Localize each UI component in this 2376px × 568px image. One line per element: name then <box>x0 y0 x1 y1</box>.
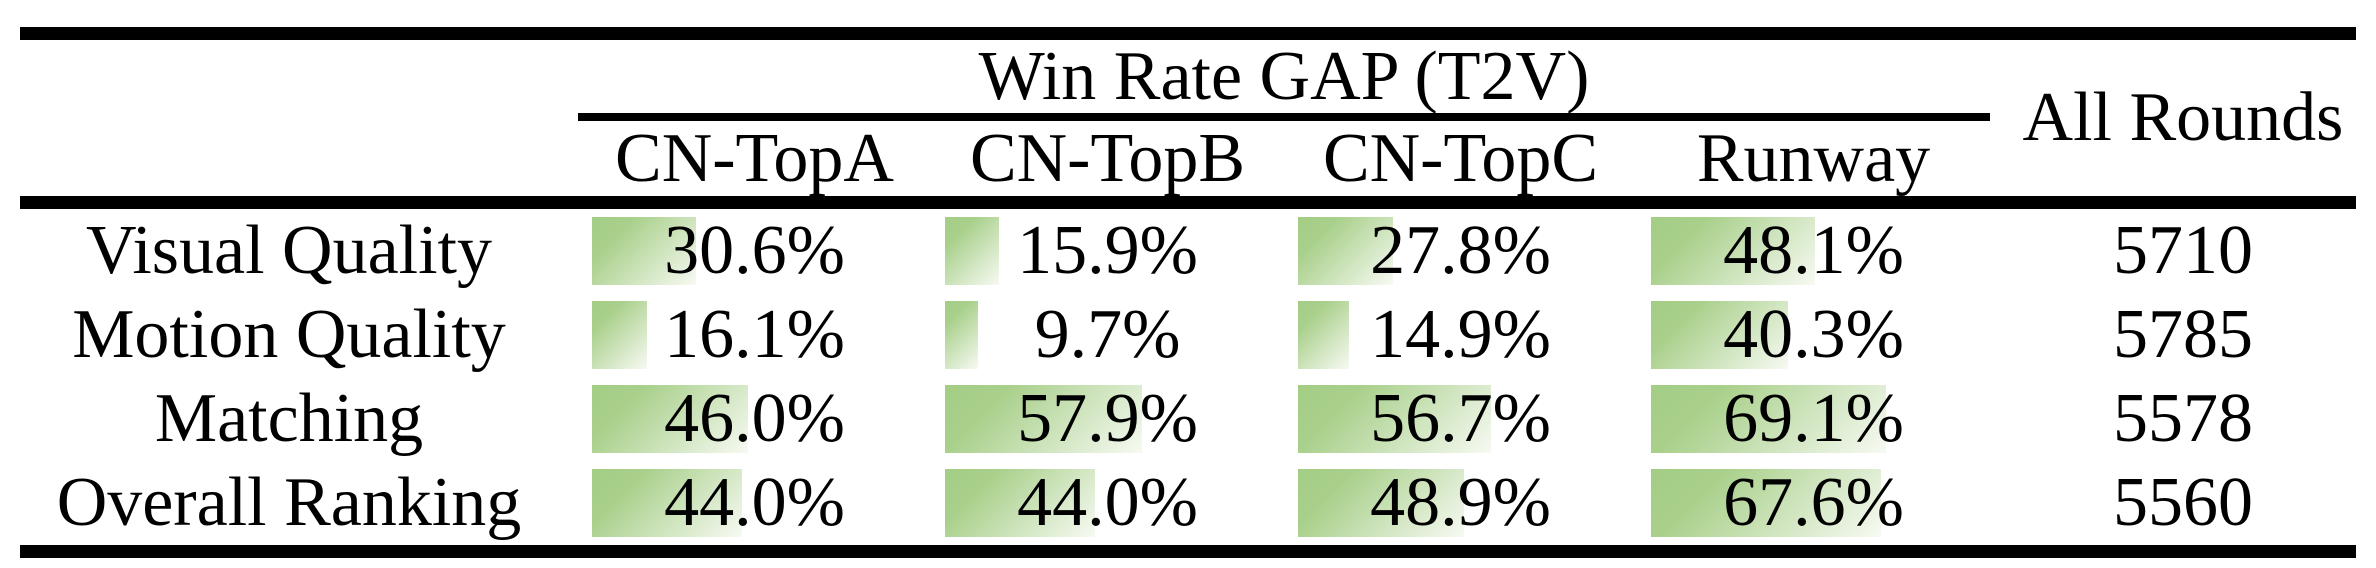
win-rate-bar <box>592 385 749 453</box>
column-header: CN-TopA <box>615 119 894 197</box>
all-rounds-value: 5785 <box>2113 296 2253 373</box>
all-rounds-value: 5578 <box>2113 380 2253 457</box>
column-header: CN-TopC <box>1322 119 1599 197</box>
win-rate-value: 46.0% <box>664 380 845 457</box>
column-header: Runway <box>1696 119 1931 197</box>
win-rate-cell: 44.0% <box>931 461 1284 545</box>
group-underline-rule <box>578 113 1990 121</box>
win-rate-value: 48.1% <box>1723 212 1904 289</box>
win-rate-cell: 67.6% <box>1637 461 1990 545</box>
win-rate-cell: 48.1% <box>1637 209 1990 293</box>
win-rate-bar <box>945 385 1142 453</box>
win-rate-bar <box>1651 385 1886 453</box>
column-headers: CN-TopA CN-TopB CN-TopC Runway <box>578 121 1990 196</box>
win-rate-bar <box>945 217 1000 285</box>
win-rate-cell: 16.1% <box>578 293 931 377</box>
win-rate-value: 44.0% <box>1017 464 1198 541</box>
all-rounds-value: 5710 <box>2113 212 2253 289</box>
table-header: Win Rate GAP (T2V) CN-TopA CN-TopB CN-TopC… <box>0 40 2376 196</box>
win-rate-bar <box>1651 217 1815 285</box>
win-rate-cell: 48.9% <box>1284 461 1637 545</box>
win-rate-value: 69.1% <box>1723 380 1904 457</box>
win-rate-cell: 15.9% <box>931 209 1284 293</box>
all-rounds-value: 5560 <box>2113 464 2253 541</box>
win-rate-cell: 44.0% <box>578 461 931 545</box>
win-rate-cell: 46.0% <box>578 377 931 461</box>
win-rate-bar <box>592 469 742 537</box>
win-rate-bar <box>1298 385 1491 453</box>
win-rate-bar <box>1651 301 1789 369</box>
row-label: Overall Ranking <box>56 464 522 541</box>
win-rate-bar <box>1298 469 1465 537</box>
all-rounds-header: All Rounds <box>2022 79 2344 156</box>
win-rate-value: 67.6% <box>1723 464 1904 541</box>
win-rate-bar <box>945 469 1095 537</box>
win-rate-bar <box>1298 217 1393 285</box>
win-rate-bar <box>592 217 697 285</box>
win-rate-cell: 30.6% <box>578 209 931 293</box>
win-rate-value: 14.9% <box>1370 296 1551 373</box>
table-row: Matching 46.0% 57.9% 56.7% 69.1% 5578 <box>0 377 2376 461</box>
column-header: CN-TopB <box>969 119 1246 197</box>
win-rate-value: 16.1% <box>664 296 845 373</box>
win-rate-value: 57.9% <box>1017 380 1198 457</box>
win-rate-value: 56.7% <box>1370 380 1551 457</box>
win-rate-cell: 9.7% <box>931 293 1284 377</box>
win-rate-cell: 27.8% <box>1284 209 1637 293</box>
row-label: Visual Quality <box>85 212 493 289</box>
win-rate-bar <box>592 301 647 369</box>
table-row: Overall Ranking 44.0% 44.0% 48.9% 67.6% 5560 <box>0 461 2376 545</box>
win-rate-value: 15.9% <box>1017 212 1198 289</box>
header-separator-rule <box>20 196 2356 209</box>
win-rate-value: 48.9% <box>1370 464 1551 541</box>
win-rate-cell: 56.7% <box>1284 377 1637 461</box>
table-row: Visual Quality 30.6% 15.9% 27.8% 48.1% 5710 <box>0 209 2376 293</box>
win-rate-bar <box>1298 301 1349 369</box>
win-rate-bar <box>1651 469 1881 537</box>
win-rate-value: 27.8% <box>1370 212 1551 289</box>
bottom-rule <box>20 545 2356 558</box>
win-rate-value: 9.7% <box>1034 296 1181 373</box>
win-rate-cell: 69.1% <box>1637 377 1990 461</box>
table-body: Visual Quality 30.6% 15.9% 27.8% 48.1% 5710 Mo… <box>0 209 2376 545</box>
win-rate-value: 44.0% <box>664 464 845 541</box>
win-rate-gap-group: Win Rate GAP (T2V) CN-TopA CN-TopB CN-TopC… <box>578 40 1990 196</box>
row-label: Matching <box>154 380 424 457</box>
win-rate-cell: 40.3% <box>1637 293 1990 377</box>
win-rate-cell: 14.9% <box>1284 293 1637 377</box>
row-label: Motion Quality <box>72 296 506 373</box>
top-rule <box>20 27 2356 40</box>
group-title: Win Rate GAP (T2V) <box>978 37 1590 115</box>
table-row: Motion Quality 16.1% 9.7% 14.9% 40.3% 5785 <box>0 293 2376 377</box>
header-label-spacer <box>0 40 578 196</box>
win-rate-bar <box>945 301 978 369</box>
win-rate-value: 40.3% <box>1723 296 1904 373</box>
win-rate-cell: 57.9% <box>931 377 1284 461</box>
win-rate-value: 30.6% <box>664 212 845 289</box>
